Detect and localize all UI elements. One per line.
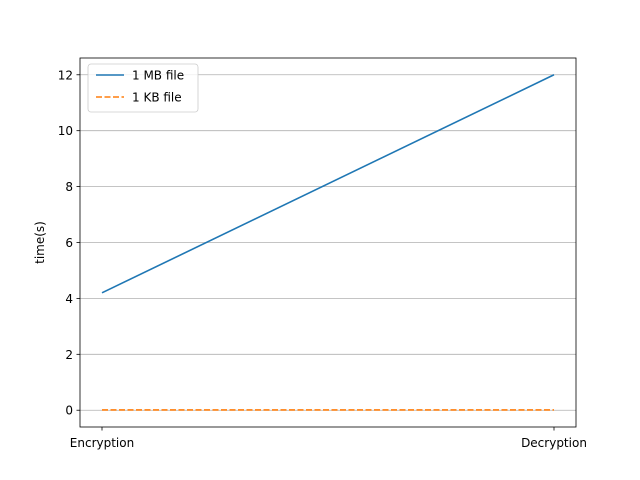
series-line-1-mb-file [101,74,555,294]
y-tick-label: 10 [58,124,73,138]
axes: 0 2 4 6 8 10 12 Encryption Decryption [58,68,587,450]
y-tick-label: 2 [65,348,73,362]
y-tick-label: 0 [65,404,73,418]
y-tick-label: 8 [65,180,73,194]
legend-label: 1 MB file [132,69,184,83]
y-tick-label: 6 [65,236,73,250]
x-tick-label: Encryption [70,436,134,450]
legend-box [87,63,199,113]
legend: 1 MB file 1 KB file [87,63,199,113]
y-tick-label: 12 [58,68,73,82]
legend-label: 1 KB file [132,91,182,105]
series-lines [101,74,555,411]
y-tick-label: 4 [65,292,73,306]
y-axis-label: time(s) [33,221,47,264]
x-tick-label: Decryption [521,436,587,450]
